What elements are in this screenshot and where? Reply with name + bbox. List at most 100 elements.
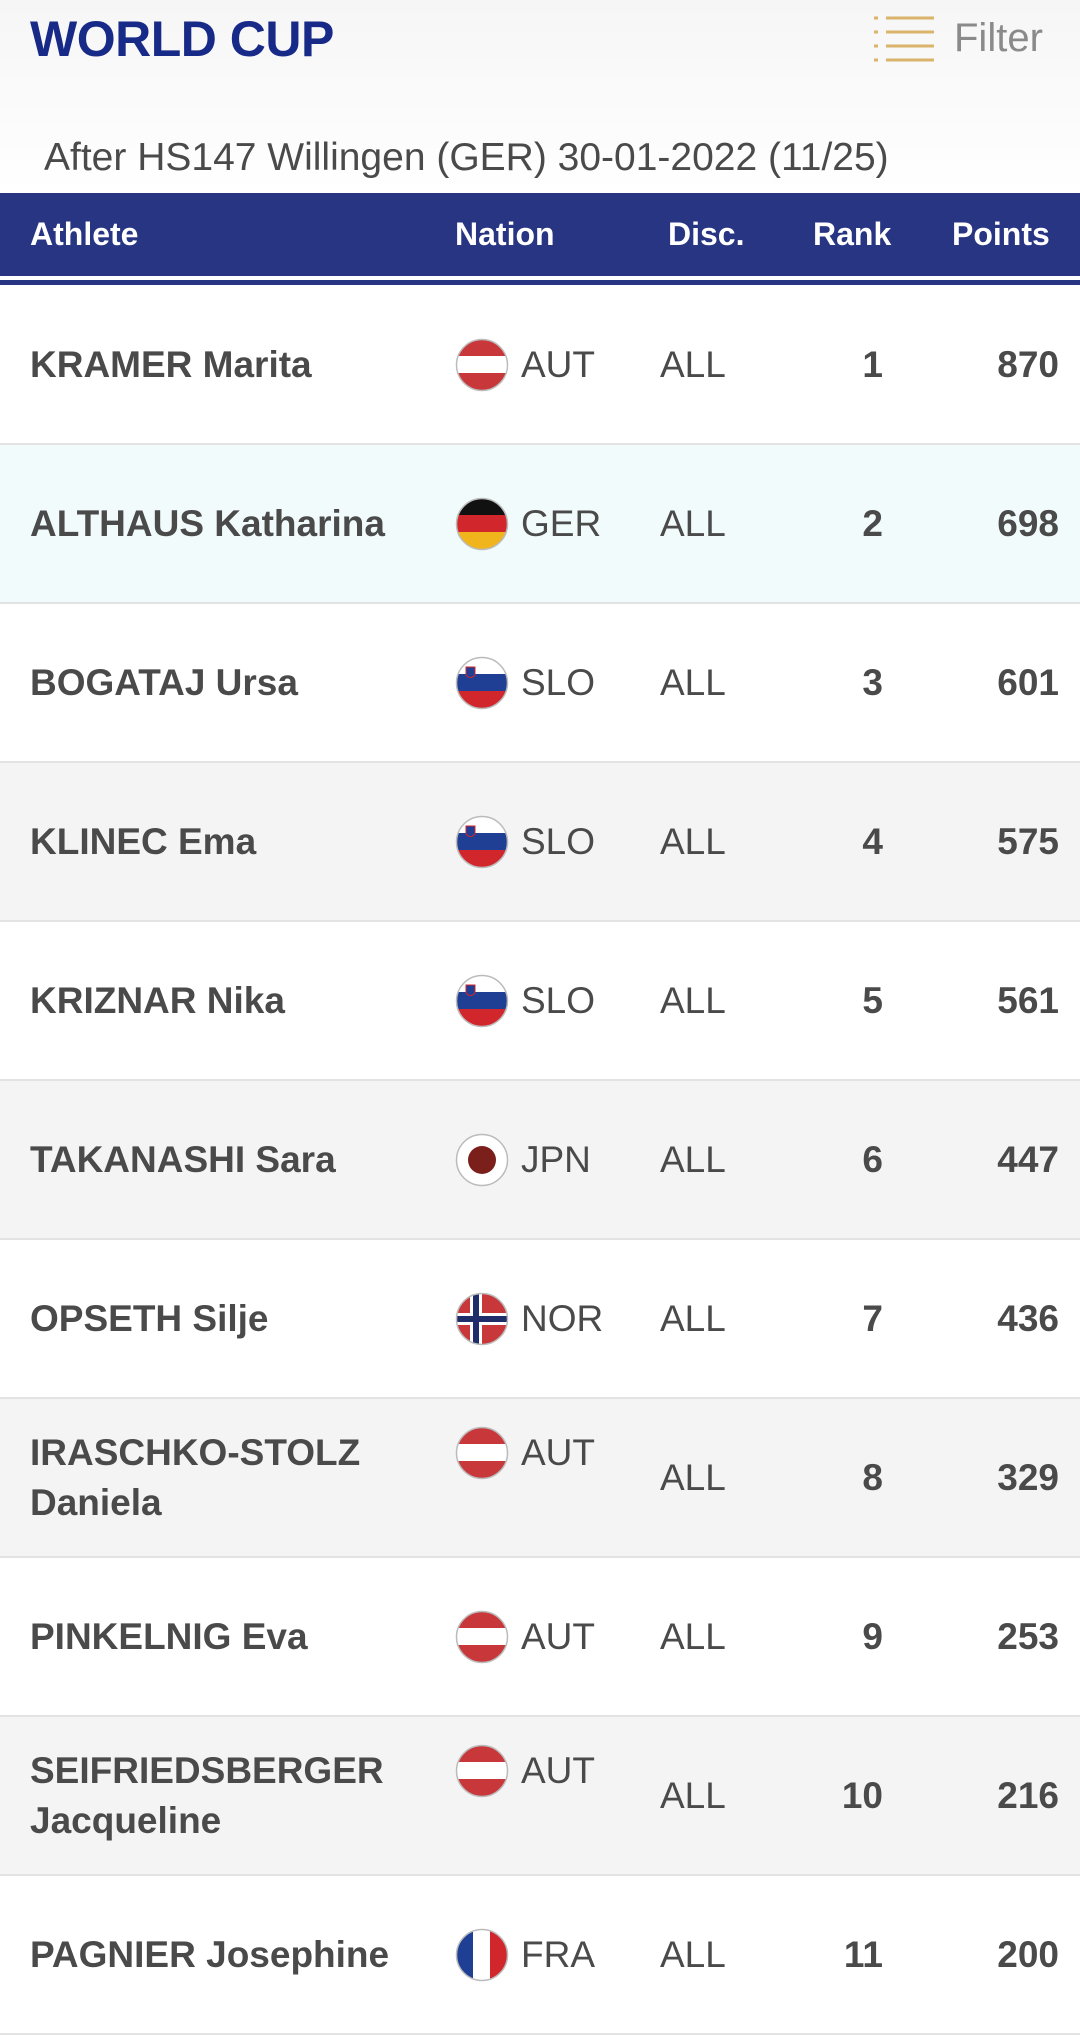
points: 870	[997, 343, 1059, 385]
table-body: KRAMER Marita AUT ALL 1 870 ALTHAUS Katharina…	[0, 286, 1080, 2035]
rank: 11	[843, 1933, 883, 1975]
table-header: Athlete Nation Disc. Rank Points	[0, 193, 1080, 276]
points: 447	[997, 1138, 1059, 1180]
discipline: ALL	[660, 661, 726, 703]
athlete-name[interactable]: OPSETH Silje	[30, 1297, 269, 1339]
nation-code: AUT	[521, 1749, 595, 1791]
athlete-name[interactable]: TAKANASHI Sara	[30, 1138, 336, 1180]
table-row[interactable]: KRIZNAR Nika SLO ALL 5 561	[0, 922, 1080, 1081]
athlete-name[interactable]: PAGNIER Josephine	[30, 1933, 390, 1975]
discipline: ALL	[660, 343, 726, 385]
nation-code: AUT	[521, 1431, 595, 1473]
header-rule	[0, 280, 1080, 285]
flag-icon	[455, 497, 509, 550]
athlete-cell: BOGATAJ Ursa SLO	[30, 656, 595, 709]
rank: 8	[862, 1456, 883, 1498]
table-row[interactable]: ALTHAUS Katharina GER ALL 2 698	[0, 445, 1080, 604]
nation-cell: FRA	[455, 1928, 595, 1981]
discipline: ALL	[660, 1138, 726, 1180]
athlete-name[interactable]: BOGATAJ Ursa	[30, 661, 298, 703]
nation-code: SLO	[521, 820, 596, 862]
nation-code: AUT	[521, 343, 595, 385]
table-row[interactable]: KLINEC Ema SLO ALL 4 575	[0, 763, 1080, 922]
athlete-cell: KRIZNAR Nika SLO	[30, 974, 595, 1027]
discipline: ALL	[660, 1933, 726, 1975]
nation-code: AUT	[521, 1615, 595, 1657]
nation-cell: AUT	[455, 338, 595, 391]
filter-button[interactable]: Filter	[872, 12, 1043, 64]
athlete-name[interactable]: KRAMER Marita	[30, 343, 312, 385]
nation-cell: NOR	[455, 1292, 604, 1345]
column-header[interactable]: Athlete	[30, 216, 139, 252]
column-header[interactable]: Points	[952, 216, 1050, 252]
discipline: ALL	[660, 1297, 726, 1339]
subtitle: After HS147 Willingen (GER) 30-01-2022 (…	[44, 136, 889, 179]
table-row[interactable]: SEIFRIEDSBERGER Jacqueline AUT ALL 10 216	[0, 1717, 1080, 1876]
athlete-cell: TAKANASHI Sara JPN	[30, 1133, 591, 1186]
discipline: ALL	[660, 820, 726, 862]
rank: 3	[862, 661, 883, 703]
points: 436	[997, 1297, 1059, 1339]
table-row[interactable]: KRAMER Marita AUT ALL 1 870	[0, 286, 1080, 445]
discipline: ALL	[660, 1774, 726, 1816]
athlete-cell: PAGNIER Josephine FRA	[30, 1928, 595, 1981]
flag-icon	[455, 338, 509, 391]
athlete-cell: KLINEC Ema SLO	[30, 815, 595, 868]
athlete-name[interactable]: SEIFRIEDSBERGER Jacqueline	[30, 1749, 384, 1841]
column-header[interactable]: Disc.	[668, 216, 745, 252]
discipline: ALL	[660, 979, 726, 1021]
rank: 1	[862, 343, 883, 385]
flag-icon	[455, 1133, 509, 1186]
athlete-name[interactable]: KLINEC Ema	[30, 820, 257, 862]
nation-code: NOR	[521, 1297, 604, 1339]
athlete-cell: ALTHAUS Katharina GER	[30, 497, 601, 550]
athlete-name[interactable]: PINKELNIG Eva	[30, 1615, 308, 1657]
points: 575	[997, 820, 1059, 862]
rank: 6	[862, 1138, 883, 1180]
flag-icon	[455, 815, 509, 868]
points: 698	[997, 502, 1059, 544]
nation-cell: AUT	[455, 1610, 595, 1663]
column-header[interactable]: Rank	[813, 216, 892, 252]
table-row[interactable]: BOGATAJ Ursa SLO ALL 3 601	[0, 604, 1080, 763]
nation-code: FRA	[521, 1933, 595, 1975]
athlete-cell: OPSETH Silje NOR	[30, 1292, 603, 1345]
points: 329	[997, 1456, 1059, 1498]
filter-icon	[874, 16, 934, 62]
athlete-cell: IRASCHKO-STOLZ Daniela AUT	[30, 1426, 595, 1528]
flag-icon	[455, 974, 509, 1027]
points: 200	[997, 1933, 1059, 1975]
nation-cell: SLO	[455, 974, 596, 1027]
athlete-cell: SEIFRIEDSBERGER Jacqueline AUT	[30, 1744, 595, 1846]
nation-cell: SLO	[455, 815, 596, 868]
athlete-cell: KRAMER Marita AUT	[30, 338, 595, 391]
nation-code: GER	[521, 502, 602, 544]
table-row[interactable]: PINKELNIG Eva AUT ALL 9 253	[0, 1558, 1080, 1717]
points: 253	[997, 1615, 1059, 1657]
flag-icon	[455, 1292, 509, 1345]
points: 601	[997, 661, 1059, 703]
rank: 9	[862, 1615, 883, 1657]
rank: 7	[862, 1297, 883, 1339]
top-bar: WORLD CUP Filter After HS147 Willingen (…	[0, 0, 1080, 193]
flag-icon	[455, 1610, 509, 1663]
nation-code: SLO	[521, 661, 596, 703]
table-row[interactable]: IRASCHKO-STOLZ Daniela AUT ALL 8 329	[0, 1399, 1080, 1558]
points: 561	[997, 979, 1059, 1021]
nation-cell: SLO	[455, 656, 596, 709]
table-row[interactable]: OPSETH Silje NOR ALL 7 436	[0, 1240, 1080, 1399]
column-header[interactable]: Nation	[455, 216, 555, 252]
flag-icon	[455, 1744, 509, 1797]
filter-label[interactable]: Filter	[954, 15, 1043, 60]
athlete-name[interactable]: IRASCHKO-STOLZ Daniela	[30, 1431, 361, 1523]
athlete-name[interactable]: KRIZNAR Nika	[30, 979, 285, 1021]
nation-cell: AUT	[455, 1426, 595, 1479]
nation-code: JPN	[521, 1138, 591, 1180]
table-row[interactable]: TAKANASHI Sara JPN ALL 6 447	[0, 1081, 1080, 1240]
athlete-name[interactable]: ALTHAUS Katharina	[30, 502, 385, 544]
table-row[interactable]: PAGNIER Josephine FRA ALL 11 200	[0, 1876, 1080, 2035]
rank: 10	[841, 1774, 883, 1816]
rank: 5	[862, 979, 883, 1021]
nation-code: SLO	[521, 979, 596, 1021]
